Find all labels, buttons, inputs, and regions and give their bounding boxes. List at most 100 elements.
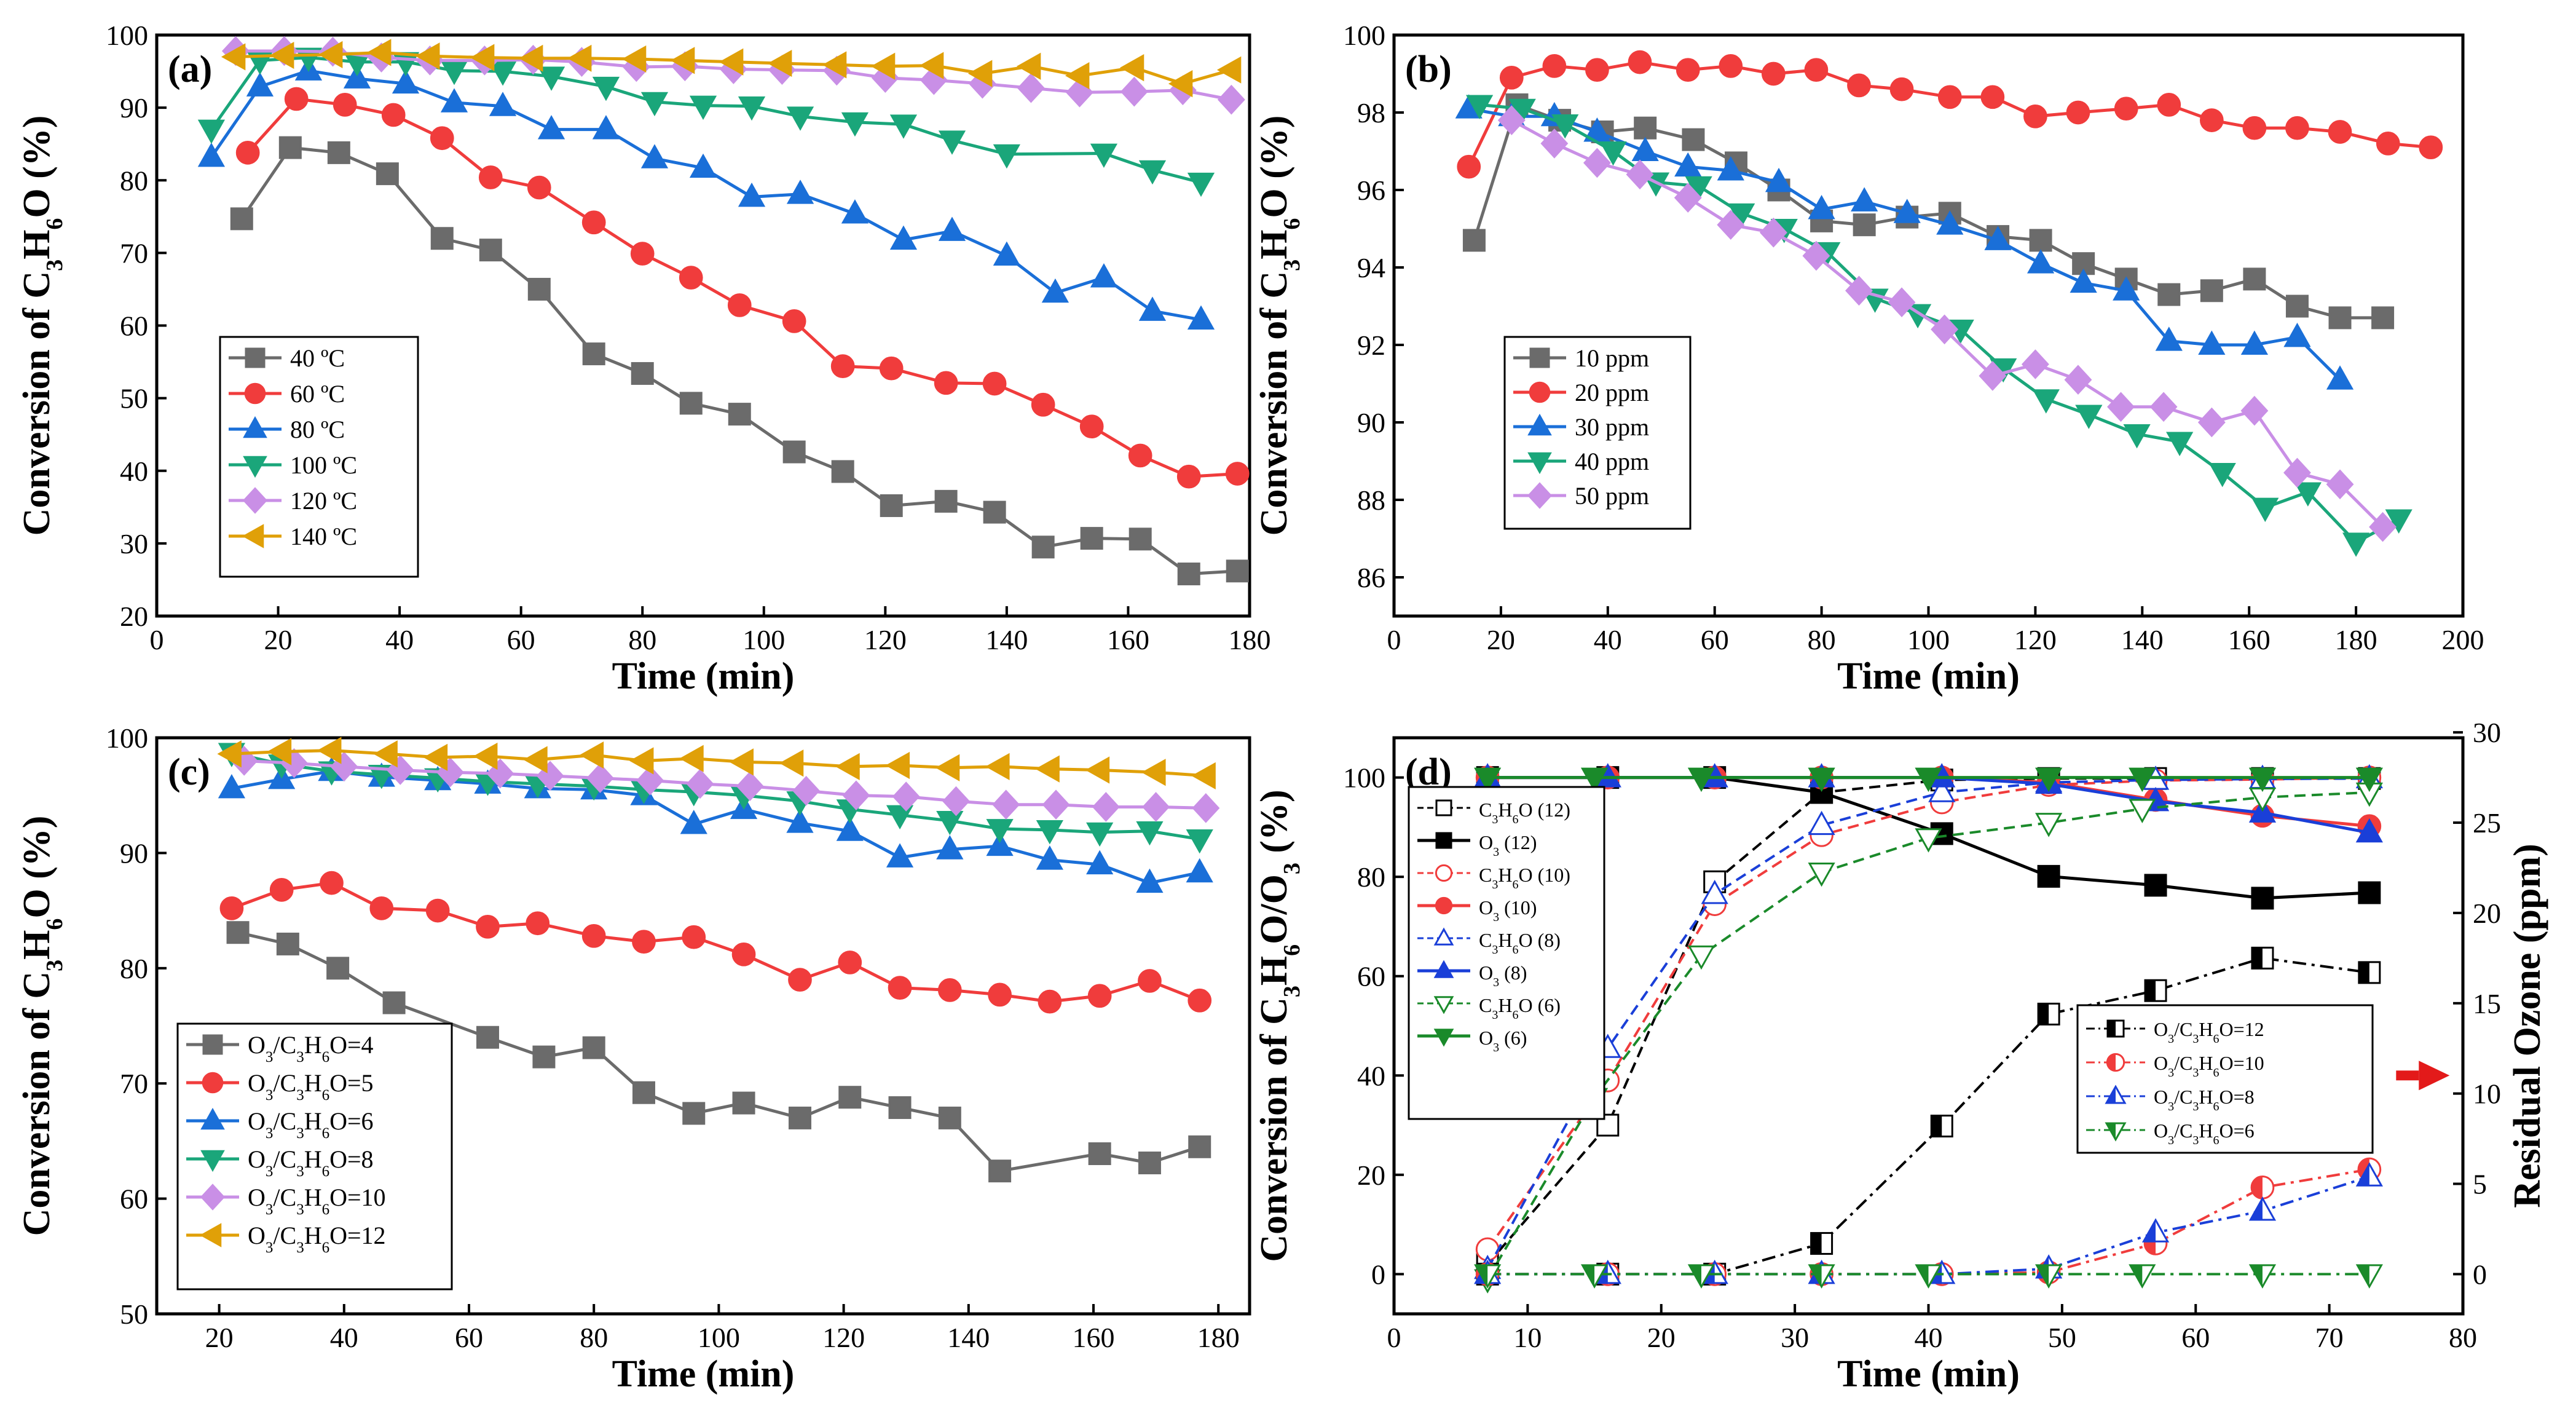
- data-point: [682, 925, 706, 949]
- data-point: [1551, 114, 1579, 139]
- data-point: [938, 1106, 961, 1129]
- panel-b: 0 20 40 60 80 100 120 140 160 180 200 86 88 90 92 94 96 9…: [1253, 20, 2484, 697]
- legend-item-o3-c3h6o-6: O3/C3H6O=6: [2086, 1120, 2255, 1147]
- data-point: [284, 87, 309, 111]
- data-point: [1687, 767, 1715, 792]
- data-point: [1136, 868, 1164, 893]
- data-point: [888, 1096, 912, 1120]
- data-point: [2240, 330, 2269, 355]
- data-point: [1086, 822, 1114, 847]
- data-point: [1915, 767, 1942, 792]
- data-point: [967, 60, 993, 87]
- x-tick-label: 40: [385, 624, 414, 655]
- legend-marker: [1433, 1029, 1454, 1047]
- data-point: [1079, 414, 1104, 439]
- data-point: [197, 119, 226, 144]
- legend-marker: [1435, 896, 1453, 915]
- data-point: [731, 942, 756, 966]
- data-point: [767, 49, 792, 77]
- data-point: [838, 951, 862, 974]
- data-point: [1138, 969, 1162, 993]
- y-tick-label: 70: [120, 237, 148, 269]
- data-point: [527, 277, 551, 301]
- legend-label: O3/C3H6O=4: [248, 1031, 374, 1065]
- data-point: [2021, 349, 2049, 379]
- data-point: [2198, 330, 2226, 355]
- data-point: [636, 765, 664, 796]
- series-line: [231, 769, 1200, 885]
- data-point: [729, 748, 754, 776]
- data-point: [2035, 813, 2063, 837]
- legend-label: 20 ppm: [1575, 379, 1649, 406]
- data-point: [1226, 559, 1249, 583]
- legend-item-40-c: 40 ºC: [229, 344, 345, 372]
- data-point: [728, 403, 751, 426]
- data-point: [782, 309, 806, 333]
- data-point: [2240, 395, 2269, 426]
- data-point: [1687, 945, 1715, 970]
- legend-label: C3H6O (6): [1479, 994, 1561, 1022]
- legend-item-c3h6o-12: C3H6O (12): [1417, 799, 1570, 826]
- y-tick-label: 50: [120, 383, 148, 414]
- y-right-tick-label: 0: [2473, 1259, 2487, 1290]
- data-point: [381, 103, 406, 127]
- data-point: [1119, 54, 1144, 82]
- data-point: [2070, 268, 2097, 293]
- data-point: [2285, 294, 2309, 318]
- data-point: [1142, 792, 1170, 822]
- data-point: [1808, 195, 1835, 219]
- data-point: [1457, 154, 1481, 179]
- x-tick-label: 50: [2048, 1322, 2076, 1353]
- legend-item-o3-c3h6o-12: O3/C3H6O=12: [2086, 1018, 2264, 1046]
- data-point: [1853, 213, 1876, 237]
- data-point: [1808, 810, 1835, 836]
- y-tick-label: 30: [120, 528, 148, 559]
- data-point: [318, 41, 343, 69]
- data-point: [2023, 104, 2047, 128]
- legend-item-o3-c3h6o-5: O3/C3H6O=5: [186, 1069, 374, 1104]
- data-point: [841, 112, 869, 137]
- data-point: [2075, 405, 2103, 429]
- data-point: [1596, 1113, 1620, 1137]
- data-point: [423, 743, 448, 771]
- x-tick-label: 0: [1387, 1322, 1401, 1353]
- data-point: [1761, 61, 1786, 86]
- legend-marker: [200, 1150, 225, 1172]
- legend-marker: [1435, 832, 1452, 849]
- data-point: [836, 816, 864, 841]
- data-point: [479, 239, 502, 262]
- data-point: [2251, 887, 2274, 910]
- data-point: [2385, 509, 2413, 534]
- data-point: [2326, 365, 2354, 390]
- data-point: [2144, 979, 2167, 1002]
- legend-label: O3/C3H6O=6: [248, 1107, 374, 1142]
- data-point: [629, 747, 654, 775]
- plot-frame: [155, 736, 1251, 1316]
- data-point: [841, 199, 869, 224]
- legend-item-30-ppm: 30 ppm: [1513, 413, 1649, 441]
- data-point: [567, 44, 592, 72]
- y-tick-label: 100: [106, 722, 148, 754]
- data-point: [2141, 1218, 2170, 1243]
- data-point: [2419, 135, 2443, 160]
- legend-right: O3/C3H6O=12 O3/C3H6O=10 O3/C3H6O=8 O3/C3H6O…: [2076, 1004, 2374, 1154]
- y-right-tick-label: 30: [2473, 717, 2501, 748]
- data-point: [842, 780, 870, 811]
- data-point: [2243, 267, 2266, 291]
- data-point: [936, 810, 964, 836]
- legend-marker: [2105, 1085, 2127, 1104]
- data-point: [1065, 62, 1090, 90]
- data-point: [670, 47, 695, 74]
- data-point: [582, 342, 605, 366]
- panel-c: 20 40 60 80 100 120 140 160 1805060708090100Time…: [16, 722, 1251, 1395]
- data-point: [788, 968, 812, 992]
- x-tick-label: 140: [2121, 624, 2164, 655]
- data-point: [993, 144, 1021, 169]
- data-point: [1676, 58, 1700, 82]
- data-point: [1138, 1152, 1161, 1175]
- data-point: [2283, 457, 2311, 488]
- legend-label: O3/C3H6O=10: [248, 1184, 386, 1218]
- data-point: [1583, 148, 1611, 178]
- data-point: [786, 808, 814, 833]
- data-point: [621, 45, 647, 73]
